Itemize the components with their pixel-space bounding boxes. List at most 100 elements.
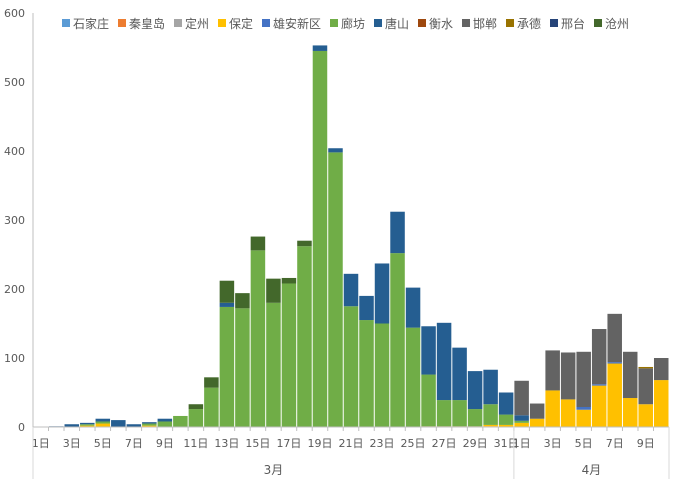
bar-segment: [343, 273, 359, 307]
bar-segment: [622, 398, 638, 427]
legend: 石家庄 秦皇岛 定州 保定 雄安新区 廊坊 唐山 衡水 邯郸 承德 邢台 沧州: [62, 16, 629, 31]
x-axis: 1日 3日 5日 7日 9日 11日 13日 15日 17日 19日 21日 23日 25日 27日 29日…: [32, 426, 670, 479]
bar-segment: [591, 385, 607, 427]
y-tick-label: 0: [18, 421, 25, 434]
bar-segment: [281, 283, 297, 427]
bar-segment: [142, 422, 157, 424]
legend-item: 保定: [218, 16, 253, 31]
legend-label: 秦皇岛: [129, 16, 165, 31]
bar-segment: [405, 327, 421, 427]
x-tick-label: 1日: [32, 437, 50, 450]
x-tick-label: 27日: [432, 437, 457, 450]
x-tick-label: 9日: [156, 437, 174, 450]
legend-swatch: [418, 19, 427, 27]
bar-segment: [266, 302, 281, 427]
bar-segment: [173, 415, 188, 427]
bar-segment: [467, 371, 483, 410]
x-tick-label: 11日: [183, 437, 208, 450]
x-tick-label: 7日: [606, 437, 624, 450]
x-tick-label: 3日: [63, 437, 81, 450]
bar-segment: [529, 418, 545, 427]
bar-segment: [576, 409, 591, 427]
legend-swatch: [374, 19, 383, 27]
legend-swatch: [174, 19, 183, 27]
bar-segment: [374, 323, 390, 427]
bar-segment: [235, 293, 250, 309]
bar-segment: [219, 302, 235, 307]
legend-swatch: [218, 19, 227, 27]
legend-label: 石家庄: [73, 16, 109, 31]
bar-segment: [514, 420, 529, 423]
bar-segment: [204, 377, 219, 388]
bar-segment: [297, 240, 312, 247]
bar-segment: [607, 362, 622, 364]
bar-segment: [188, 409, 204, 427]
bar-segment: [591, 329, 607, 385]
bars: [49, 45, 669, 427]
bar-segment: [126, 424, 142, 427]
legend-item: 承德: [506, 16, 541, 31]
bar-segment: [607, 313, 622, 363]
bar-segment: [514, 422, 529, 427]
legend-swatch: [62, 19, 70, 27]
legend-label: 廊坊: [341, 16, 365, 31]
bar-segment: [622, 351, 638, 399]
bar-segment: [235, 308, 250, 427]
month-label: 4月: [582, 463, 602, 477]
bar-segment: [80, 425, 95, 427]
legend-item: 秦皇岛: [118, 16, 165, 31]
bar-segment: [142, 425, 157, 427]
bar-segment: [266, 278, 281, 303]
bar-segment: [64, 424, 80, 427]
x-tick-label: 19日: [307, 437, 332, 450]
legend-label: 保定: [229, 16, 253, 31]
bar-segment: [95, 418, 111, 422]
bar-segment: [498, 392, 514, 415]
bar-segment: [514, 380, 529, 416]
bar-segment: [80, 422, 95, 425]
bar-segment: [250, 236, 266, 251]
legend-label: 衡水: [429, 17, 453, 31]
bar-segment: [498, 424, 514, 427]
legend-swatch: [594, 19, 603, 27]
bar-segment: [483, 404, 498, 425]
y-tick-label: 100: [4, 352, 25, 365]
bar-segment: [142, 423, 157, 426]
bar-segment: [560, 352, 576, 400]
bar-segment: [638, 404, 653, 427]
bar-segment: [111, 420, 126, 427]
bar-segment: [312, 45, 328, 51]
bar-segment: [328, 152, 343, 427]
bar-segment: [328, 148, 343, 153]
legend-item: 沧州: [594, 16, 629, 31]
bar-segment: [498, 414, 514, 425]
x-tick-label: 25日: [401, 437, 426, 450]
bar-segment: [281, 277, 297, 284]
legend-item: 唐山: [374, 16, 409, 31]
bar-segment: [545, 390, 560, 427]
bar-segment: [188, 404, 204, 410]
bar-segment: [343, 306, 359, 427]
x-tick-label: 29日: [463, 437, 488, 450]
legend-item: 邯郸: [462, 16, 497, 31]
bar-segment: [405, 287, 421, 328]
bar-segment: [436, 400, 452, 427]
bar-segment: [576, 406, 591, 410]
bar-segment: [359, 295, 374, 321]
x-tick-label: 5日: [94, 437, 112, 450]
legend-swatch: [330, 19, 339, 27]
bar-segment: [452, 347, 467, 401]
x-tick-label: 31日: [494, 437, 519, 450]
x-tick-label: 1日: [513, 437, 531, 450]
bar-segment: [514, 415, 529, 421]
legend-label: 沧州: [605, 16, 629, 31]
legend-swatch: [506, 19, 515, 27]
bar-segment: [576, 351, 591, 407]
month-label: 3月: [264, 463, 284, 477]
bar-segment: [95, 423, 111, 427]
bar-segment: [452, 400, 467, 427]
legend-swatch: [462, 19, 471, 27]
legend-item: 邢台: [550, 16, 585, 31]
legend-swatch: [262, 19, 271, 27]
